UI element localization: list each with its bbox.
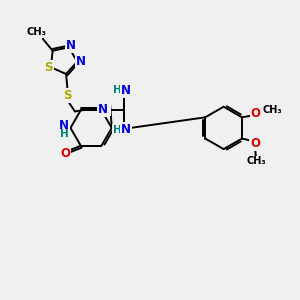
Text: S: S bbox=[44, 61, 53, 74]
Text: O: O bbox=[250, 107, 260, 120]
Text: N: N bbox=[100, 102, 110, 115]
Text: H: H bbox=[113, 125, 122, 135]
Text: O: O bbox=[60, 147, 70, 160]
Text: S: S bbox=[63, 89, 72, 102]
Text: O: O bbox=[250, 137, 260, 150]
Text: N: N bbox=[121, 84, 130, 97]
Text: N: N bbox=[59, 119, 69, 132]
Text: N: N bbox=[121, 123, 130, 136]
Text: N: N bbox=[66, 39, 76, 52]
Text: CH₃: CH₃ bbox=[246, 157, 266, 166]
Text: CH₃: CH₃ bbox=[26, 28, 46, 38]
Text: CH₃: CH₃ bbox=[262, 105, 282, 115]
Text: H: H bbox=[60, 129, 68, 140]
Text: N: N bbox=[98, 103, 108, 116]
Text: H: H bbox=[113, 85, 122, 95]
Text: N: N bbox=[76, 55, 86, 68]
